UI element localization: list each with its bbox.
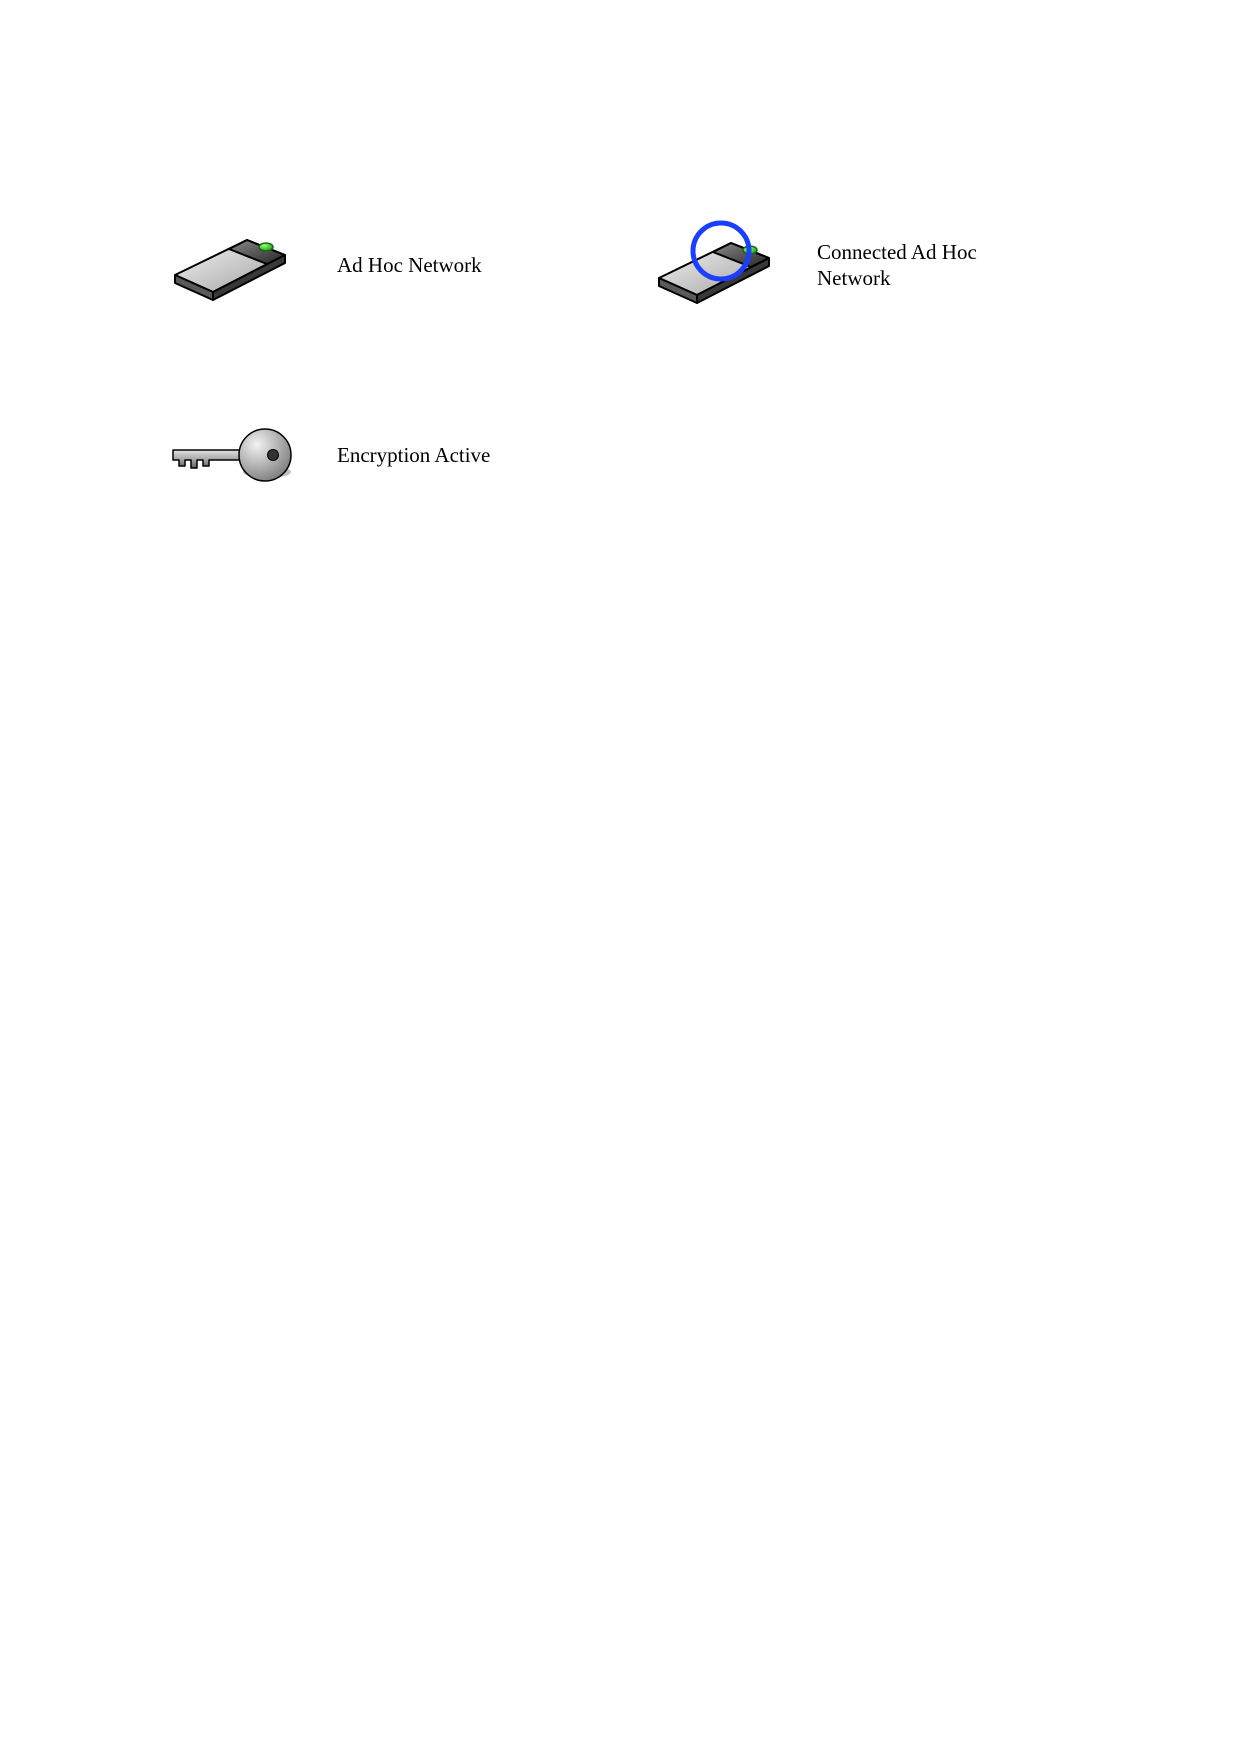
legend-item-encryption: Encryption Active bbox=[167, 405, 647, 505]
legend-row: Ad Hoc Network bbox=[167, 215, 1127, 315]
legend-label: Encryption Active bbox=[337, 442, 490, 468]
pc-card-connected-icon bbox=[647, 215, 777, 315]
icon-legend: Ad Hoc Network bbox=[167, 215, 1127, 595]
legend-row: Encryption Active bbox=[167, 405, 1127, 505]
legend-label: Connected Ad Hoc Network bbox=[817, 239, 987, 292]
pc-card-icon bbox=[167, 215, 297, 315]
key-icon bbox=[167, 405, 297, 505]
legend-item-connected-adhoc: Connected Ad Hoc Network bbox=[647, 215, 1127, 315]
legend-label: Ad Hoc Network bbox=[337, 252, 482, 278]
legend-item-adhoc: Ad Hoc Network bbox=[167, 215, 647, 315]
